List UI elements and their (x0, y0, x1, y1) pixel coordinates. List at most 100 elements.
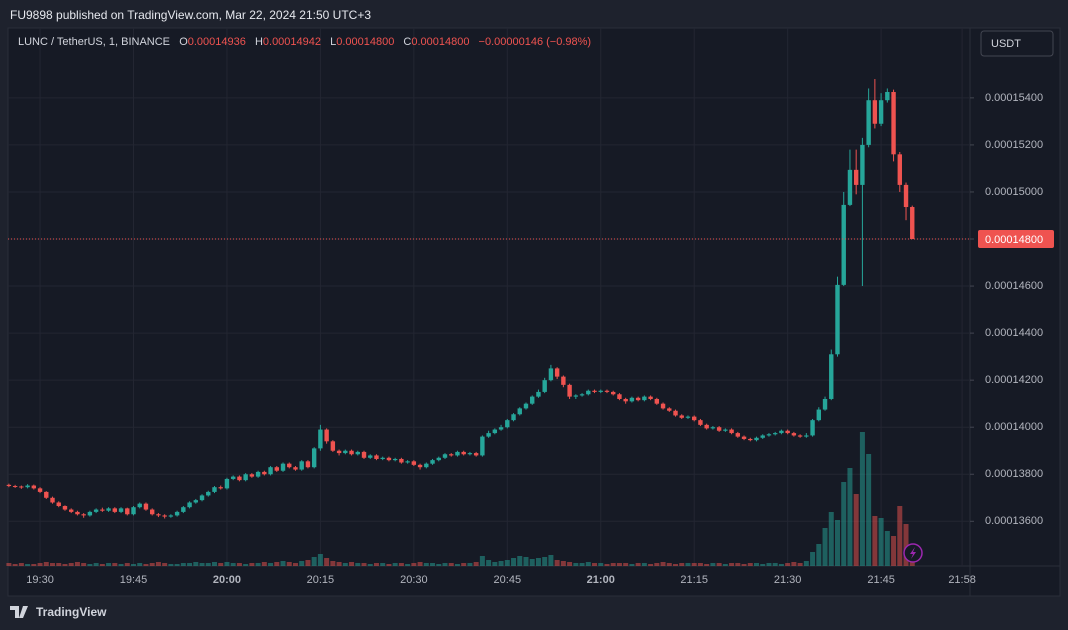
volume-bar (754, 563, 759, 566)
volume-bar (797, 563, 803, 566)
legend-l-label: L (330, 36, 337, 48)
volume-bar (884, 531, 890, 566)
volume-bar (486, 560, 492, 566)
candle-body (530, 396, 535, 404)
candle-body (797, 435, 803, 437)
candle-body (12, 486, 18, 488)
volume-bar (317, 554, 323, 566)
candle-body (255, 471, 261, 477)
candle-body (648, 396, 653, 399)
volume-bar (405, 564, 411, 566)
volume-bar (155, 562, 161, 566)
candle-body (174, 511, 180, 516)
volume-bar (236, 563, 242, 566)
volume-bar (542, 557, 548, 566)
candle-body (224, 478, 230, 489)
volume-bar (791, 562, 797, 566)
candle-body (779, 430, 784, 434)
candle-body (629, 397, 635, 402)
volume-bar (785, 563, 791, 566)
candle-body (162, 515, 167, 517)
candle-body (548, 368, 554, 381)
volume-bar (629, 564, 635, 566)
alert-bolt (910, 547, 916, 559)
volume-bar (243, 564, 249, 566)
candle-body (467, 453, 473, 455)
volume-bar (872, 516, 878, 566)
volume-bar (853, 494, 859, 566)
volume-bar (299, 561, 305, 566)
volume-bar (654, 563, 660, 566)
candle-body (243, 474, 248, 481)
candle-body (667, 408, 672, 411)
candle-body (716, 427, 722, 431)
last-price-label: 0.00014800 (985, 234, 1043, 246)
candle-body (816, 409, 821, 421)
candle-body (748, 438, 753, 441)
candle-body (69, 509, 74, 512)
candle-body (841, 204, 846, 285)
candle-body (274, 467, 279, 471)
candle-body (455, 451, 460, 456)
volume-bar (6, 563, 12, 566)
volume-bar (847, 468, 853, 566)
candle-body (143, 503, 149, 510)
volume-bar (168, 564, 174, 566)
candle-body (872, 100, 878, 124)
volume-bar (666, 563, 672, 566)
candle-body (567, 384, 572, 397)
legend-c-label: C (403, 36, 412, 48)
volume-bar (112, 563, 118, 566)
y-tick-label: 0.00014200 (985, 374, 1043, 386)
volume-bar (461, 563, 467, 566)
volume-bar (230, 563, 236, 566)
volume-bar (218, 563, 224, 566)
candle-body (891, 91, 896, 155)
candle-body (149, 509, 155, 515)
volume-bar (62, 564, 68, 566)
candle-body (218, 487, 223, 489)
candle-body (237, 476, 242, 481)
legend-o-label: O (179, 36, 188, 48)
legend: LUNC / TetherUS, 1, BINANCE O0.00014936 … (18, 36, 597, 48)
volume-bar (74, 562, 80, 566)
candle-body (866, 100, 871, 145)
candle-body (679, 415, 684, 418)
candle-body (293, 467, 298, 470)
volume-bar (810, 552, 816, 566)
candle-body (305, 461, 311, 468)
x-tick-label: 20:00 (213, 574, 241, 586)
volume-bar (280, 561, 286, 566)
candle-body (611, 391, 616, 395)
volume-bar (131, 564, 136, 566)
volume-bar (211, 562, 217, 566)
volume-bar (903, 524, 909, 566)
legend-o: 0.00014936 (187, 36, 246, 48)
volume-bar (398, 563, 404, 566)
candle-body (193, 500, 198, 503)
candle-body (424, 463, 429, 468)
volume-bar (623, 563, 629, 566)
candle-body (480, 436, 485, 456)
volume-bar (43, 562, 49, 566)
volume-bar (56, 563, 62, 566)
candle-body (829, 354, 834, 399)
volume-bar (529, 559, 535, 566)
candle-body (436, 457, 441, 461)
candle-body (262, 471, 267, 475)
y-tick-label: 0.00014400 (985, 327, 1043, 339)
candle-body (56, 502, 61, 507)
volume-bar (174, 564, 180, 566)
candle-body (735, 433, 741, 437)
candle-body (87, 511, 93, 516)
candle-body (287, 463, 292, 468)
candle-body (449, 454, 454, 456)
candle-body (44, 491, 49, 498)
volume-bar (517, 556, 523, 566)
candle-body (168, 515, 174, 517)
volume-bar (610, 563, 616, 566)
x-tick-label: 19:30 (26, 574, 54, 586)
volume-bar (735, 563, 741, 566)
currency-button[interactable] (980, 30, 1054, 57)
